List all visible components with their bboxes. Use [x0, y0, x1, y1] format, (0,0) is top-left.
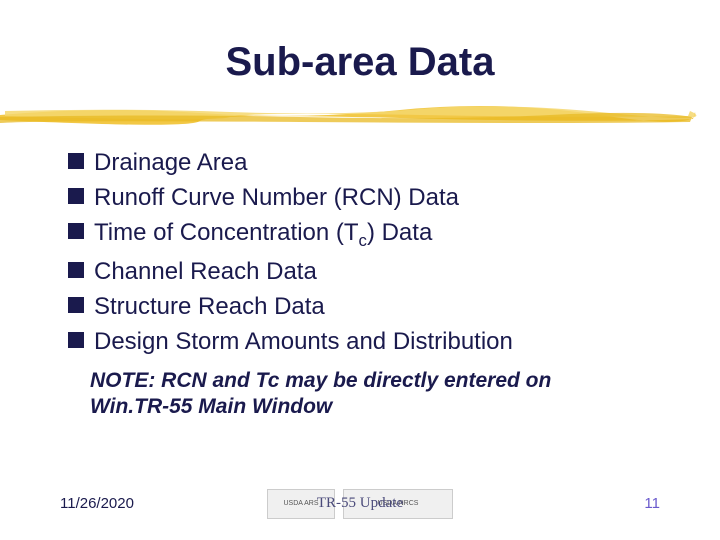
list-item: Time of Concentration (Tc) Data [68, 217, 660, 252]
list-item: Design Storm Amounts and Distribution [68, 326, 660, 357]
title-underline [0, 103, 720, 125]
slide-title: Sub-area Data [60, 40, 660, 85]
brush-stroke-icon [0, 103, 700, 125]
square-bullet-icon [68, 188, 84, 204]
footer-page-number: 11 [644, 495, 660, 512]
list-item: Runoff Curve Number (RCN) Data [68, 182, 660, 213]
bullet-text: Drainage Area [94, 147, 247, 178]
bullet-text: Runoff Curve Number (RCN) Data [94, 182, 459, 213]
square-bullet-icon [68, 332, 84, 348]
square-bullet-icon [68, 223, 84, 239]
slide-footer: 11/26/2020 USDA ARS USDA NRCS TR-55 Upda… [60, 495, 660, 512]
list-item: Channel Reach Data [68, 256, 660, 287]
square-bullet-icon [68, 153, 84, 169]
footer-center: USDA ARS USDA NRCS TR-55 Update [267, 489, 453, 519]
square-bullet-icon [68, 262, 84, 278]
list-item: Structure Reach Data [68, 291, 660, 322]
bullet-text: Structure Reach Data [94, 291, 325, 322]
bullet-list: Drainage Area Runoff Curve Number (RCN) … [60, 147, 660, 358]
list-item: Drainage Area [68, 147, 660, 178]
square-bullet-icon [68, 297, 84, 313]
bullet-text: Channel Reach Data [94, 256, 317, 287]
slide-container: Sub-area Data Drainage Area Runoff Curve… [0, 0, 720, 540]
footer-center-text: TR-55 Update [317, 495, 403, 512]
note-text: NOTE: RCN and Tc may be directly entered… [60, 368, 660, 421]
footer-date: 11/26/2020 [60, 495, 134, 512]
bullet-text: Time of Concentration (Tc) Data [94, 217, 432, 252]
bullet-text: Design Storm Amounts and Distribution [94, 326, 513, 357]
